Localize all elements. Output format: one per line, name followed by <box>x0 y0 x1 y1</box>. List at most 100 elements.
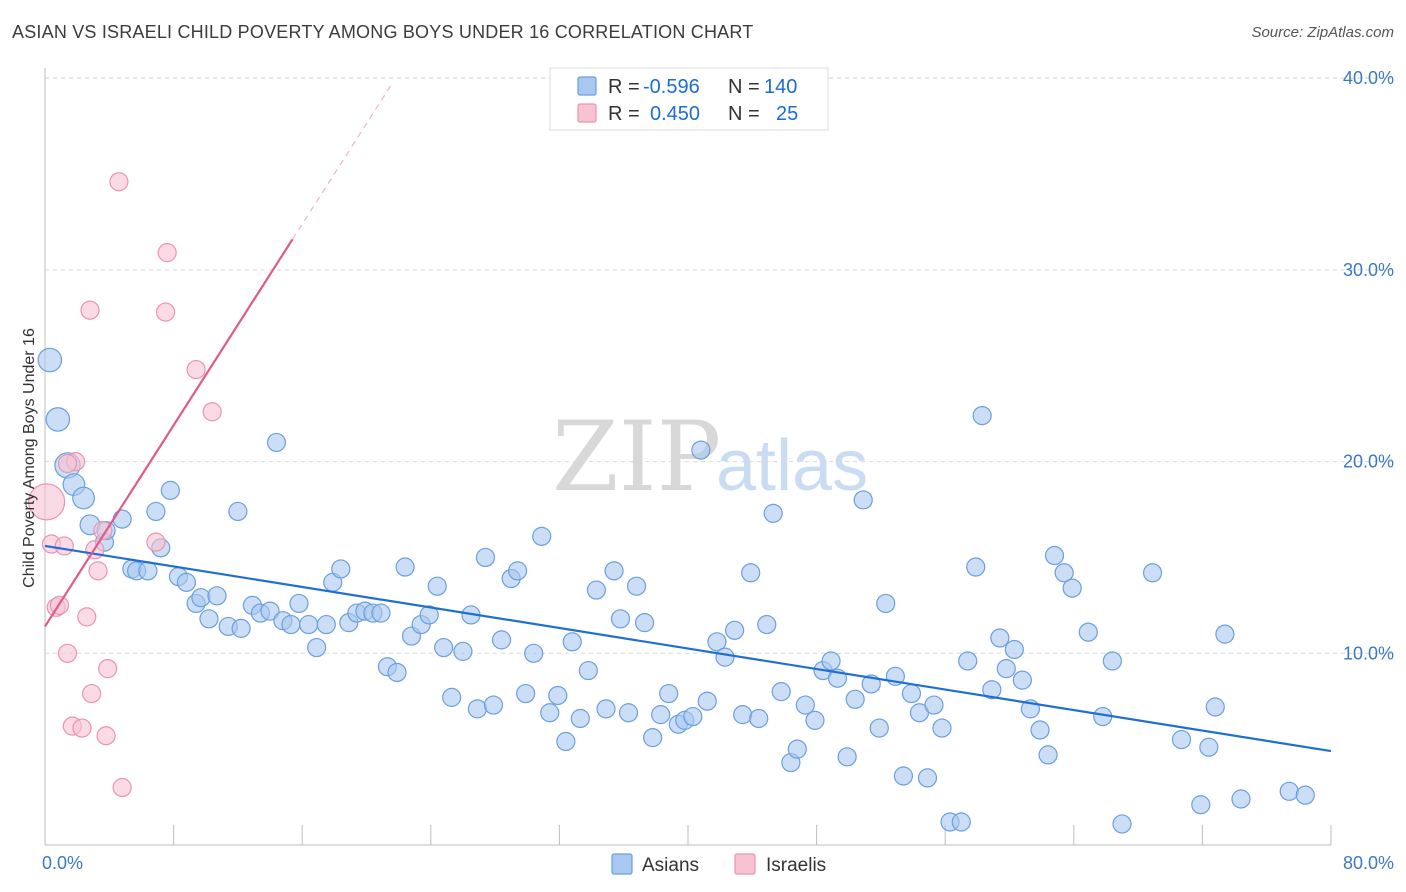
y-tick-label: 20.0% <box>1343 452 1394 472</box>
asian-point <box>618 703 639 723</box>
bottom-legend-label-israelis: Israelis <box>766 855 826 876</box>
asian-point <box>1279 781 1299 801</box>
israeli-point <box>186 359 206 380</box>
israeli-point <box>57 643 78 663</box>
watermark-atlas: atlas <box>716 426 868 506</box>
asian-point <box>266 432 287 453</box>
israeli-point <box>54 536 74 556</box>
israeli-point <box>109 172 129 192</box>
trend-layer <box>44 85 1332 753</box>
asian-point <box>795 695 815 715</box>
asian-point <box>982 680 1002 700</box>
asian-point <box>442 687 462 707</box>
asian-point <box>771 682 791 702</box>
asian-point <box>434 637 454 658</box>
asian-point <box>697 691 717 711</box>
asian-point <box>299 614 319 635</box>
asian-point <box>562 632 582 652</box>
bottom-legend-swatch-asians <box>611 853 633 875</box>
asian-point <box>1078 622 1098 642</box>
legend-n-value-israelis: 25 <box>776 103 798 125</box>
points-layer <box>28 172 1315 834</box>
asian-point <box>1215 624 1235 644</box>
x-tick-label: 0.0% <box>42 853 83 873</box>
asian-point <box>540 703 560 723</box>
asian-point <box>532 526 552 546</box>
asian-point <box>387 662 407 683</box>
asian-point <box>475 547 496 568</box>
asian-point <box>419 605 439 625</box>
asian-point <box>207 586 227 606</box>
y-tick-label: 10.0% <box>1343 643 1394 663</box>
israeli-trend-line <box>44 238 294 628</box>
israeli-point <box>96 726 116 746</box>
asian-point <box>634 613 655 633</box>
asian-point <box>958 651 978 671</box>
asian-point <box>395 557 415 577</box>
asian-point <box>757 614 777 635</box>
asian-point <box>228 501 248 522</box>
asian-point <box>966 557 986 577</box>
asian-point <box>112 509 132 529</box>
grid-layer <box>45 77 1392 654</box>
asian-point <box>1102 651 1122 671</box>
asian-point <box>715 647 735 667</box>
asian-point <box>1205 697 1225 717</box>
asian-point <box>199 609 219 629</box>
asian-point <box>996 659 1016 679</box>
asian-point <box>763 503 783 523</box>
asian-point <box>725 620 745 640</box>
asian-point <box>1171 729 1192 750</box>
asian-point <box>483 695 504 715</box>
bottom-legend-swatch-israelis <box>734 853 756 875</box>
asian-point <box>556 731 576 752</box>
asian-point <box>160 480 180 500</box>
asian-point <box>972 405 992 426</box>
legend-n-value-asians: 140 <box>764 76 797 98</box>
israeli-point <box>98 659 118 679</box>
y-tick-label: 30.0% <box>1343 260 1394 280</box>
asian-point <box>643 728 663 748</box>
israeli-point <box>93 521 113 541</box>
israeli-point <box>202 402 222 422</box>
asian-point <box>491 630 512 650</box>
asian-point <box>805 710 825 730</box>
asian-point <box>548 685 568 706</box>
asian-point <box>427 576 447 596</box>
asian-point <box>604 561 624 581</box>
asian-point <box>289 593 309 614</box>
source-label: Source: ZipAtlas.com <box>1251 24 1394 41</box>
asian-point <box>578 660 598 681</box>
asian-point <box>917 768 938 788</box>
israeli-point <box>28 483 66 521</box>
asian-point <box>651 705 671 725</box>
asian-point <box>893 766 914 786</box>
asian-point <box>853 490 873 510</box>
asian-point <box>749 708 769 729</box>
asian-point <box>467 699 488 719</box>
legend-n-label: N = <box>728 103 760 125</box>
israeli-point <box>146 532 166 552</box>
asian-point <box>1044 545 1065 566</box>
asian-point <box>951 812 971 832</box>
asian-point <box>610 609 631 629</box>
asian-trend-line <box>44 544 1332 753</box>
legend-n-label: N = <box>728 76 760 98</box>
asian-point <box>691 440 711 460</box>
israeli-point <box>57 453 78 474</box>
y-tick-label: 40.0% <box>1343 68 1394 88</box>
asian-point <box>1030 720 1050 740</box>
axes-layer <box>44 68 1332 846</box>
asian-point <box>821 651 841 671</box>
israeli-point <box>155 302 176 322</box>
israeli-point <box>88 561 108 581</box>
asian-point <box>260 601 280 621</box>
asian-point <box>845 689 865 709</box>
asian-point <box>1191 795 1211 815</box>
asian-point <box>281 614 301 635</box>
chart-title: ASIAN VS ISRAELI CHILD POVERTY AMONG BOY… <box>12 22 754 42</box>
asian-point <box>307 637 327 658</box>
asian-point <box>176 572 197 592</box>
asian-point <box>1062 578 1082 598</box>
